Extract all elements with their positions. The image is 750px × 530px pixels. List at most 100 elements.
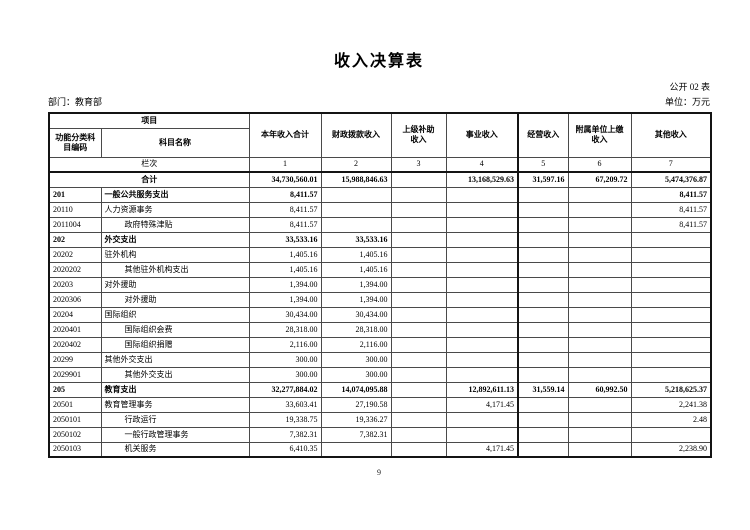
cell-value <box>390 426 447 443</box>
column-index: 7 <box>630 156 712 173</box>
cell-function-code: 2050101 <box>48 411 102 428</box>
cell-value: 6,410.35 <box>248 441 322 458</box>
cell-value <box>567 201 632 218</box>
cell-value: 300.00 <box>248 366 322 383</box>
table-row: 205 教育支出 32,277,884.02 14,074,095.88 12,892,… <box>48 381 712 398</box>
cell-function-code: 2020402 <box>48 336 102 353</box>
cell-value <box>445 426 519 443</box>
cell-value <box>567 351 632 368</box>
table-row: 2029901 其他外交支出 300.00 300.00 <box>48 366 712 383</box>
cell-value <box>630 351 712 368</box>
cell-value: 300.00 <box>320 351 392 368</box>
cell-value: 5,474,376.87 <box>630 171 712 188</box>
cell-value <box>445 321 519 338</box>
col-header-operating-income: 经营收入 <box>517 112 569 158</box>
cell-value <box>630 291 712 308</box>
table-row: 20203 对外援助 1,394.00 1,394.00 <box>48 276 712 293</box>
cell-subject-name: 外交支出 <box>100 231 250 248</box>
cell-row-label: 合计 <box>48 171 250 188</box>
cell-subject-name: 驻外机构 <box>100 246 250 263</box>
cell-subject-name: 一般公共服务支出 <box>100 186 250 203</box>
document-page: 收入决算表 公开 02 表 部门：教育部 单位：万元 项目 本年收入合计 财政拨… <box>48 0 712 477</box>
table-row: 20204 国际组织 30,434.00 30,434.00 <box>48 306 712 323</box>
cell-value <box>445 276 519 293</box>
cell-subject-name: 对外援助 <box>100 291 250 308</box>
cell-value <box>517 186 569 203</box>
cell-value <box>567 366 632 383</box>
cell-value: 33,533.16 <box>248 231 322 248</box>
cell-value <box>567 246 632 263</box>
cell-value: 4,171.45 <box>445 396 519 413</box>
cell-value <box>445 246 519 263</box>
cell-value <box>445 291 519 308</box>
cell-value <box>390 381 447 398</box>
table-row: 20501 教育管理事务 33,603.41 27,190.58 4,171.45 2,2… <box>48 396 712 413</box>
cell-value <box>445 306 519 323</box>
cell-value: 15,988,846.63 <box>320 171 392 188</box>
cell-value <box>630 321 712 338</box>
cell-subject-name: 人力资源事务 <box>100 201 250 218</box>
cell-value: 1,394.00 <box>320 291 392 308</box>
table-code-label: 公开 02 表 <box>669 82 710 92</box>
cell-value <box>517 246 569 263</box>
cell-value <box>390 201 447 218</box>
col-header-project: 项目 <box>48 112 250 129</box>
cell-value: 5,218,625.37 <box>630 381 712 398</box>
revenue-table: 项目 本年收入合计 财政拨款收入 上级补助 收入 事业收入 经营收入 附属单位上… <box>48 112 712 458</box>
cell-value <box>320 186 392 203</box>
cell-value: 30,434.00 <box>248 306 322 323</box>
cell-subject-name: 教育管理事务 <box>100 396 250 413</box>
cell-value <box>445 261 519 278</box>
cell-subject-name: 国际组织会费 <box>100 321 250 338</box>
cell-value: 13,168,529.63 <box>445 171 519 188</box>
table-row: 2020402 国际组织捐赠 2,116.00 2,116.00 <box>48 336 712 353</box>
cell-value: 67,209.72 <box>567 171 632 188</box>
cell-function-code: 2050102 <box>48 426 102 443</box>
cell-value: 300.00 <box>320 366 392 383</box>
cell-value <box>390 351 447 368</box>
unit-label: 单位：万元 <box>664 97 710 107</box>
table-row: 2020401 国际组织会费 28,318.00 28,318.00 <box>48 321 712 338</box>
cell-value <box>390 246 447 263</box>
cell-value <box>567 261 632 278</box>
cell-value: 7,382.31 <box>248 426 322 443</box>
table-row: 20299 其他外交支出 300.00 300.00 <box>48 351 712 368</box>
cell-value <box>320 201 392 218</box>
cell-value <box>567 186 632 203</box>
cell-value <box>630 261 712 278</box>
col-header-fiscal-appropriation: 财政拨款收入 <box>320 112 392 158</box>
cell-value <box>517 201 569 218</box>
cell-subject-name: 其他外交支出 <box>100 366 250 383</box>
cell-value: 2.48 <box>630 411 712 428</box>
table-row: 20110 人力资源事务 8,411.57 8,411.57 <box>48 201 712 218</box>
cell-value <box>390 396 447 413</box>
cell-value <box>390 261 447 278</box>
cell-subject-name: 其他外交支出 <box>100 351 250 368</box>
cell-value: 19,336.27 <box>320 411 392 428</box>
cell-value <box>630 246 712 263</box>
cell-value <box>630 426 712 443</box>
cell-function-code: 20202 <box>48 246 102 263</box>
cell-value <box>390 216 447 233</box>
cell-value: 14,074,095.88 <box>320 381 392 398</box>
cell-value <box>567 216 632 233</box>
cell-value: 60,992.50 <box>567 381 632 398</box>
header-row-subcolumns: 功能分类科 目编码 科目名称 <box>48 127 711 158</box>
cell-value <box>517 366 569 383</box>
cell-value <box>390 441 447 458</box>
cell-value: 8,411.57 <box>248 201 322 218</box>
cell-value <box>445 366 519 383</box>
cell-value <box>390 291 447 308</box>
cell-value <box>567 276 632 293</box>
cell-value: 28,318.00 <box>320 321 392 338</box>
cell-value <box>517 351 569 368</box>
cell-value: 8,411.57 <box>630 201 712 218</box>
cell-subject-name: 政府特殊津贴 <box>100 216 250 233</box>
cell-value: 7,382.31 <box>320 426 392 443</box>
cell-value <box>390 231 447 248</box>
cell-value <box>390 321 447 338</box>
cell-value: 2,116.00 <box>320 336 392 353</box>
column-index: 5 <box>517 156 569 173</box>
header-row-project: 项目 本年收入合计 财政拨款收入 上级补助 收入 事业收入 经营收入 附属单位上… <box>48 112 712 158</box>
cell-value: 4,171.45 <box>445 441 519 458</box>
